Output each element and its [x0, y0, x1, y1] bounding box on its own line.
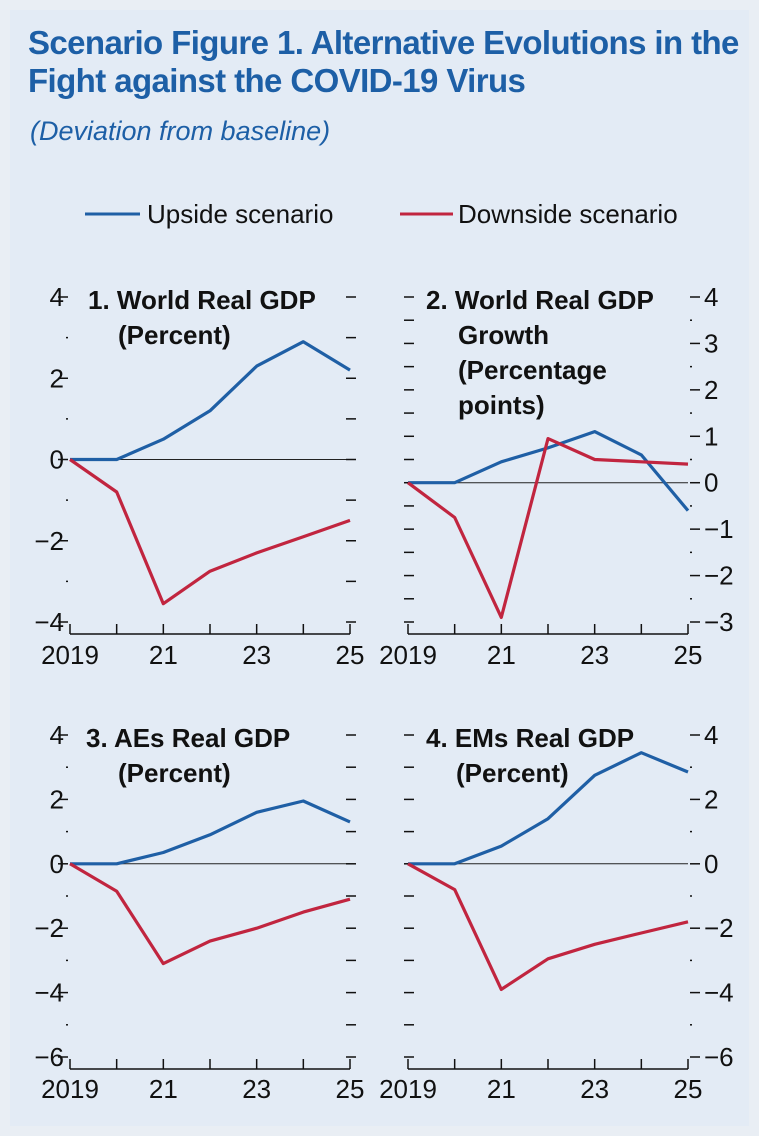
y-tick-label: −4 — [34, 978, 64, 1008]
panel-title-line: (Percentage — [458, 355, 607, 385]
legend-label-upside: Upside scenario — [147, 199, 333, 229]
y-tick-label: 0 — [50, 445, 64, 475]
series-line-downside — [407, 862, 689, 992]
series-line-upside — [408, 751, 689, 866]
y-tick-label: −6 — [704, 1042, 734, 1072]
x-tick-label: 2019 — [379, 1074, 437, 1104]
x-tick-label: 23 — [580, 1074, 609, 1104]
y-tick-label: 0 — [704, 468, 718, 498]
panel-title-line: (Percent) — [456, 758, 569, 788]
y-tick-label: −1 — [704, 514, 734, 544]
x-tick-label: 23 — [242, 1074, 271, 1104]
x-tick-label: 23 — [242, 640, 271, 670]
y-tick-label: −2 — [704, 561, 734, 591]
y-tick-label: 2 — [704, 784, 718, 814]
y-tick-label: 3 — [704, 328, 718, 358]
panel-title-line: (Percent) — [118, 320, 231, 350]
y-tick-label: 4 — [50, 282, 64, 312]
y-tick-label: 0 — [704, 849, 718, 879]
x-tick-label: 2019 — [41, 640, 99, 670]
panel-title-line: 1. World Real GDP — [88, 285, 316, 315]
x-tick-label: 25 — [674, 1074, 703, 1104]
x-tick-label: 25 — [336, 1074, 365, 1104]
chart-area: Upside scenario Downside scenario420−2−42… — [34, 199, 734, 1104]
panel-title-line: 4. EMs Real GDP — [426, 723, 634, 753]
y-tick-label: −2 — [704, 913, 734, 943]
series-line-downside — [69, 862, 351, 966]
y-tick-label: 2 — [50, 363, 64, 393]
series-line-downside — [407, 437, 689, 620]
y-tick-label: −3 — [704, 607, 734, 637]
panel-title-line: 2. World Real GDP — [426, 285, 654, 315]
y-tick-label: 4 — [704, 282, 718, 312]
series-line-upside — [408, 430, 690, 512]
figure-title: Scenario Figure 1. Alternative Evolution… — [28, 24, 739, 99]
y-tick-label: −2 — [34, 526, 64, 556]
x-tick-label: 2019 — [379, 640, 437, 670]
panel-title-line: points) — [458, 390, 545, 420]
x-tick-label: 25 — [674, 640, 703, 670]
series-line-upside — [70, 799, 351, 866]
x-tick-label: 23 — [580, 640, 609, 670]
x-tick-label: 21 — [487, 1074, 516, 1104]
y-tick-label: −2 — [34, 913, 64, 943]
y-tick-label: 1 — [704, 421, 718, 451]
x-tick-label: 2019 — [41, 1074, 99, 1104]
y-tick-label: −6 — [34, 1042, 64, 1072]
y-tick-label: 2 — [704, 375, 718, 405]
y-tick-label: 4 — [50, 720, 64, 750]
panel-title-line: 3. AEs Real GDP — [86, 723, 290, 753]
x-tick-label: 21 — [149, 1074, 178, 1104]
panel-title-line: Growth — [458, 320, 549, 350]
y-tick-label: 2 — [50, 784, 64, 814]
y-tick-label: −4 — [704, 978, 734, 1008]
figure-panel: Scenario Figure 1. Alternative Evolution… — [10, 10, 749, 1126]
y-tick-label: −4 — [34, 607, 64, 637]
series-line-upside — [70, 340, 351, 462]
legend-label-downside: Downside scenario — [458, 199, 678, 229]
figure-subtitle: (Deviation from baseline) — [30, 116, 331, 146]
y-tick-label: 0 — [50, 849, 64, 879]
panel-title-line: (Percent) — [118, 758, 231, 788]
chart-panel-4: 4 2 0 −2 −4 −6 2019 21 23 25 4. EMs Real GDP (Perce… — [379, 720, 734, 1104]
x-tick-label: 25 — [336, 640, 365, 670]
series-line-downside — [69, 458, 351, 606]
y-tick-label: 4 — [704, 720, 718, 750]
x-tick-label: 21 — [149, 640, 178, 670]
x-tick-label: 21 — [487, 640, 516, 670]
